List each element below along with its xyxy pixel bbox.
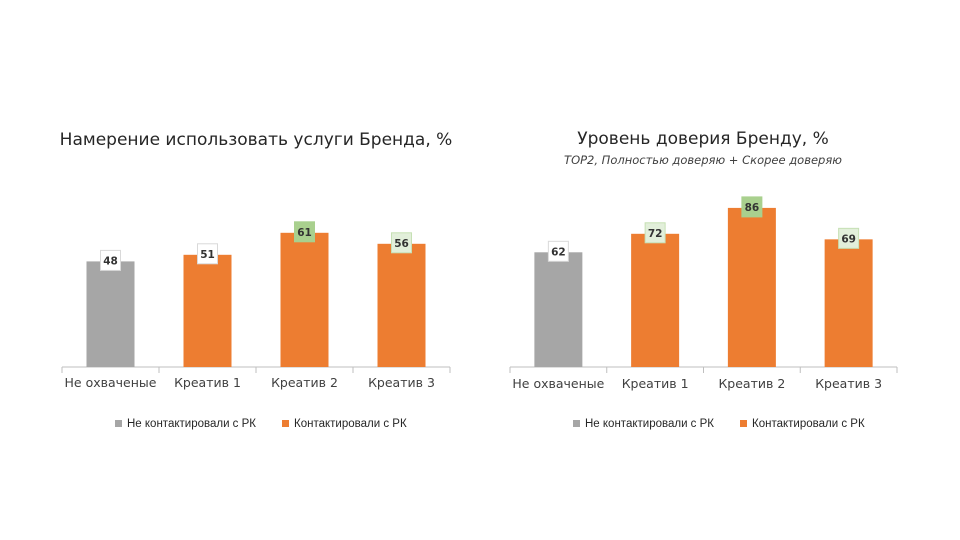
intent-chart-title: Намерение использовать услуги Бренда, % — [60, 130, 453, 150]
trust-data-label-1: 62 — [551, 246, 566, 258]
intent-bar-2 — [183, 254, 232, 367]
intent-data-label-4: 56 — [394, 238, 409, 250]
intent-data-label-box-2 — [197, 243, 218, 265]
intent-legend-label-contacted: Контактировали с РК — [294, 418, 407, 430]
intent-data-label-2: 51 — [200, 249, 215, 261]
intent-bar-3 — [280, 232, 329, 367]
trust-data-label-box-4 — [838, 227, 860, 249]
intent-tick-label-1: Не охваченые — [65, 375, 157, 390]
trust-data-label-box-2 — [644, 222, 666, 244]
trust-legend: Не контактировали с РК Контактировали с Р… — [573, 418, 865, 430]
trust-legend-label-not-contacted: Не контактировали с РК — [585, 418, 714, 430]
intent-data-label-box-1 — [100, 249, 121, 271]
trust-bar-4 — [824, 239, 873, 367]
trust-data-label-3: 86 — [745, 202, 760, 214]
trust-tick-label-3: Креатив 2 — [718, 376, 785, 391]
intent-legend-label-not-contacted: Не контактировали с РК — [127, 418, 256, 430]
trust-bar-3 — [727, 207, 776, 367]
intent-chart: Намерение использовать услуги Бренда, % … — [60, 130, 453, 430]
intent-legend: Не контактировали с РК Контактировали с Р… — [115, 418, 407, 430]
trust-legend-swatch-contacted — [740, 420, 747, 427]
trust-bar-1 — [534, 252, 583, 367]
intent-data-label-1: 48 — [103, 255, 118, 267]
trust-chart-subtitle: TOP2, Полностью доверяю + Скорее доверяю — [564, 153, 842, 167]
intent-bar-4 — [377, 243, 426, 367]
intent-legend-swatch-not-contacted — [115, 420, 122, 427]
intent-data-label-3: 61 — [297, 227, 312, 239]
trust-chart: Уровень доверия Бренду, % TOP2, Полность… — [509, 129, 898, 430]
trust-legend-swatch-not-contacted — [573, 420, 580, 427]
intent-legend-swatch-contacted — [282, 420, 289, 427]
intent-tick-label-4: Креатив 3 — [368, 375, 435, 390]
intent-data-label-box-3 — [294, 221, 315, 243]
trust-data-label-box-1 — [547, 240, 569, 262]
intent-tick-label-3: Креатив 2 — [271, 375, 338, 390]
trust-tick-label-2: Креатив 1 — [622, 376, 689, 391]
intent-tick-label-2: Креатив 1 — [174, 375, 241, 390]
trust-tick-label-4: Креатив 3 — [815, 376, 882, 391]
trust-legend-label-contacted: Контактировали с РК — [752, 418, 865, 430]
intent-bar-1 — [86, 261, 135, 367]
trust-chart-title: Уровень доверия Бренду, % — [577, 129, 828, 149]
trust-bar-2 — [631, 233, 680, 367]
trust-data-label-2: 72 — [648, 228, 663, 240]
intent-data-label-box-4 — [391, 232, 412, 254]
trust-data-label-4: 69 — [841, 233, 856, 245]
trust-tick-label-1: Не охваченые — [512, 376, 604, 391]
trust-data-label-box-3 — [741, 196, 763, 218]
